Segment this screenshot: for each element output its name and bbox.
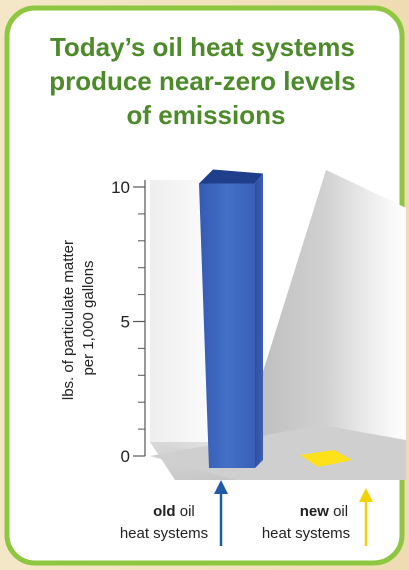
title-line-3: of emissions [127,100,286,130]
y-tick-label: 0 [121,447,130,466]
y-label-line-1: lbs. of particulate matter [60,240,77,400]
category-label-old: old oil heat systems [120,503,208,542]
bars [199,169,352,469]
title-line-1: Today’s oil heat systems [50,32,355,62]
old-line-2: heat systems [120,525,208,542]
y-tick-label: 5 [121,313,130,332]
y-label-line-2: per 1,000 gallons [80,260,97,375]
y-axis-label: lbs. of particulate matter per 1,000 gal… [60,236,97,400]
bar-old-top [199,169,263,184]
bar-new [300,450,352,467]
old-bold: old [153,503,176,520]
title-line-2: produce near-zero levels [49,66,355,96]
y-tick-label: 10 [111,178,130,197]
category-label-new: new oil heat systems [262,503,352,542]
bar-old-side [255,173,263,469]
old-rest: oil [176,503,195,520]
new-arrow [359,488,373,546]
side-panel [322,170,406,440]
old-arrow [214,480,228,546]
y-major-ticks: 0 5 10 [111,178,145,466]
new-bold: new [300,503,330,520]
new-line-2: heat systems [262,525,350,542]
new-rest: oil [329,503,348,520]
bar-old [199,183,255,469]
chart-title: Today’s oil heat systems produce near-ze… [49,32,363,130]
